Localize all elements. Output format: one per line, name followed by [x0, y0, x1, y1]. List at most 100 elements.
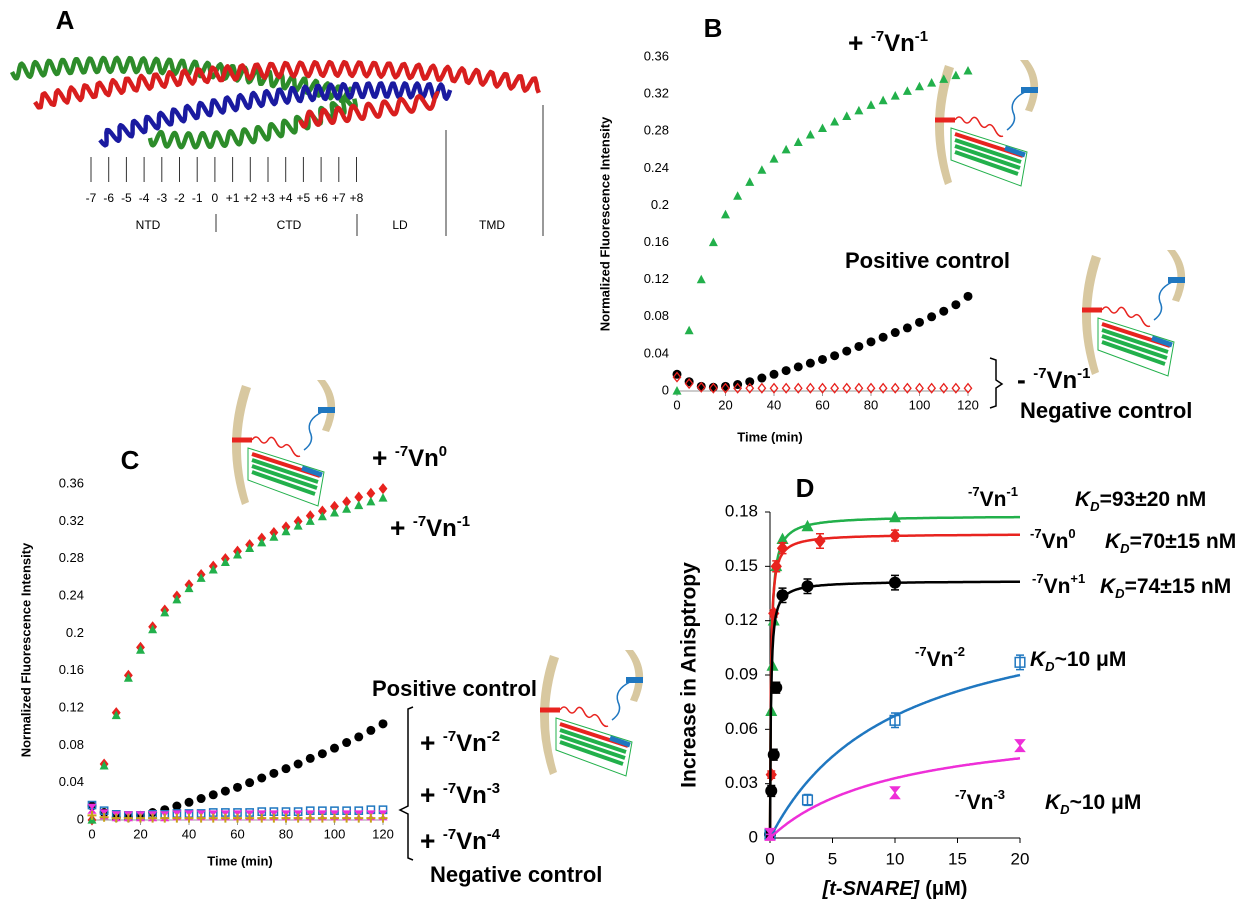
y-tick-label: 0.28: [59, 550, 84, 565]
layer-label: +8: [350, 191, 364, 205]
snare-cartoon: [232, 380, 335, 506]
x-tick-label: 100: [909, 397, 931, 412]
data-point: [684, 377, 694, 387]
data-point: [927, 312, 937, 322]
label-part: Vn: [1042, 530, 1069, 553]
series-label: + -7Vn-4: [420, 826, 501, 856]
data-point: [99, 812, 109, 822]
data-point: [672, 369, 682, 379]
data-point: [245, 808, 254, 817]
data-point: [951, 382, 961, 394]
data-point: [99, 760, 109, 770]
data-point: [354, 732, 364, 742]
panel-label: B: [704, 13, 723, 43]
data-point: [769, 382, 779, 394]
kd-label: KD~10 μM: [1030, 648, 1126, 674]
y-tick-label: 0.24: [644, 160, 669, 175]
data-point: [951, 70, 961, 80]
data-point: [172, 809, 182, 818]
error-bar: [803, 793, 812, 807]
y-tick-label: 0.12: [59, 699, 84, 714]
label-part: Vn: [980, 488, 1007, 511]
y-tick-label: 0.36: [644, 48, 669, 63]
data-point: [854, 382, 864, 394]
data-point: [793, 137, 803, 146]
data-point: [269, 768, 279, 778]
data-point: [721, 381, 730, 391]
y-tick-label: 0.08: [59, 737, 84, 752]
layer-label: -1: [192, 191, 203, 205]
y-tick-label: 0.06: [725, 719, 758, 738]
sign: +: [420, 728, 435, 758]
label-part: -3: [487, 781, 500, 797]
x-tick-label: 15: [948, 849, 967, 868]
x-tick-label: 80: [864, 397, 878, 412]
data-point: [257, 813, 267, 823]
data-point: [814, 533, 826, 549]
data-point: [257, 807, 267, 816]
data-point: [293, 807, 303, 816]
data-point: [196, 809, 206, 818]
data-point: [951, 300, 961, 310]
y-tick-label: 0.32: [59, 513, 84, 528]
data-point: [866, 337, 876, 347]
data-point: [854, 341, 864, 351]
layer-label: +3: [261, 191, 275, 205]
data-point: [889, 510, 901, 523]
x-tick-label: 10: [886, 849, 905, 868]
layer-label: +6: [314, 191, 328, 205]
data-point: [927, 78, 937, 87]
series-label: + -7Vn-2: [420, 728, 500, 758]
data-point: [770, 681, 783, 694]
x-tick-label: 20: [718, 397, 732, 412]
data-point: [136, 813, 145, 823]
label-part: K: [1075, 488, 1092, 511]
data-point: [708, 382, 718, 394]
data-point: [257, 537, 267, 547]
data-point: [866, 382, 876, 394]
data-point: [342, 806, 351, 816]
data-point: [805, 358, 815, 368]
data-point: [305, 806, 315, 816]
label-part: Vn: [1044, 575, 1071, 598]
y-tick-label: 0.04: [644, 345, 669, 360]
label-part: -1: [915, 29, 928, 45]
series-label: -7Vn-1: [968, 484, 1018, 511]
data-point: [245, 813, 255, 823]
data-point: [293, 759, 303, 769]
data-point: [269, 813, 279, 823]
data-point: [801, 519, 814, 532]
label-part: K: [1100, 575, 1117, 598]
data-point: [184, 797, 194, 807]
series-label: Positive control: [372, 676, 537, 701]
y-tick-label: 0.24: [59, 587, 84, 602]
data-point: [963, 291, 973, 301]
label-part: -7: [1033, 366, 1046, 382]
x-tick-label: 60: [815, 397, 829, 412]
data-point: [769, 369, 779, 379]
data-point: [818, 354, 827, 364]
label-part: -1: [1077, 366, 1090, 382]
label-part: -3: [993, 787, 1005, 802]
data-point: [172, 594, 182, 604]
annotation: Negative control: [1020, 398, 1192, 423]
data-point: [963, 382, 973, 394]
data-point: [148, 813, 158, 823]
data-point: [99, 806, 109, 816]
label-part: D: [1120, 541, 1130, 556]
data-point: [765, 784, 778, 797]
sign: +: [420, 826, 435, 856]
data-point: [793, 382, 803, 394]
data-point: [890, 382, 900, 394]
data-point: [330, 806, 339, 816]
data-point: [776, 589, 789, 602]
data-point: [696, 274, 706, 284]
label-part: =70±15 nM: [1130, 530, 1237, 553]
data-point: [776, 532, 789, 544]
data-point: [1014, 656, 1026, 668]
data-point: [317, 749, 327, 759]
data-point: [757, 165, 767, 174]
data-point: [830, 382, 840, 394]
y-tick-label: 0: [749, 827, 758, 846]
data-point: [123, 673, 133, 682]
